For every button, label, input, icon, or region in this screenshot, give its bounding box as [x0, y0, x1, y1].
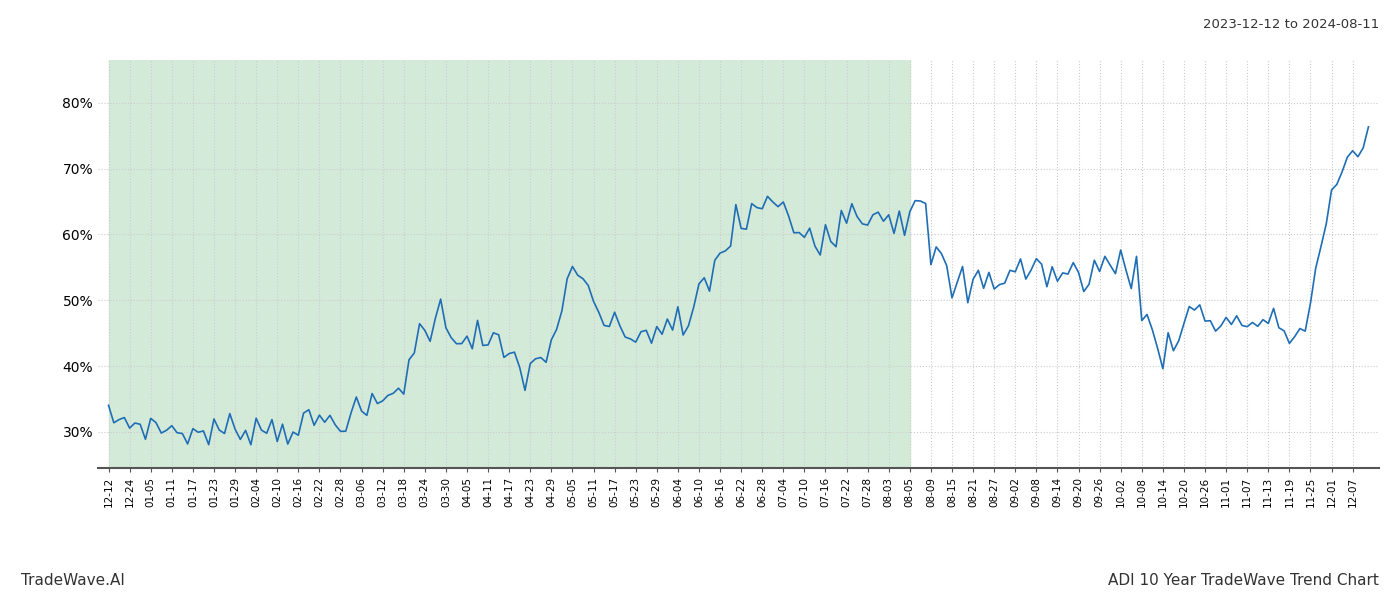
Text: ADI 10 Year TradeWave Trend Chart: ADI 10 Year TradeWave Trend Chart	[1109, 573, 1379, 588]
Bar	[109, 60, 910, 468]
Text: TradeWave.AI: TradeWave.AI	[21, 573, 125, 588]
Text: 2023-12-12 to 2024-08-11: 2023-12-12 to 2024-08-11	[1203, 18, 1379, 31]
